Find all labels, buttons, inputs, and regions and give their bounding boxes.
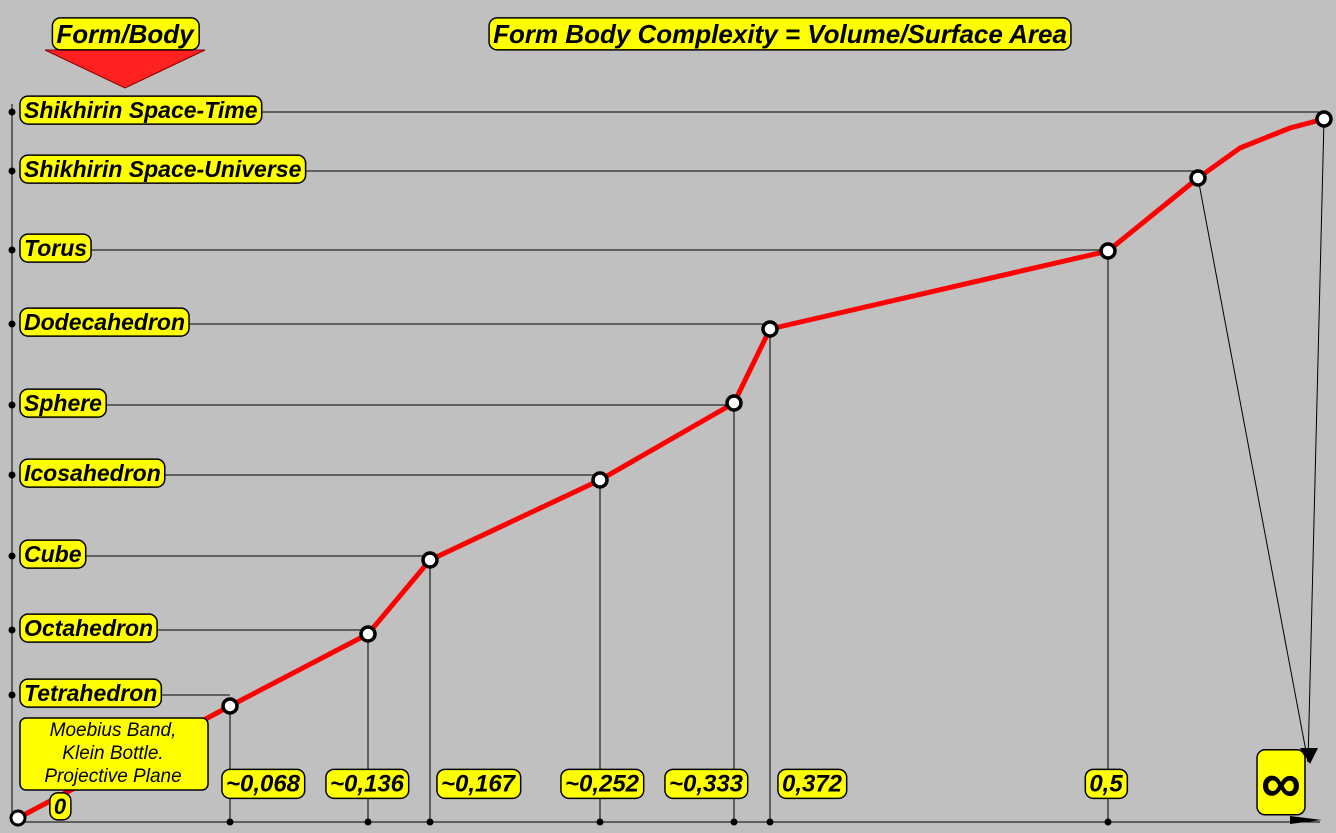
node-label-group: Dodecahedron — [19, 307, 190, 337]
node-label-group: Octahedron — [19, 613, 158, 643]
layer: Tetrahedron ~0,068 Octahedron ~0,136 Cube ~0,… — [8, 17, 1333, 827]
node-point — [221, 697, 239, 715]
node-point — [591, 471, 609, 489]
node-point — [1099, 242, 1117, 260]
node-label-group: Shikhirin Space-Universe — [19, 154, 307, 184]
infinity-arrowhead — [1300, 748, 1318, 764]
x-label-box — [436, 768, 522, 800]
x-label-group: ~0,252 — [560, 768, 645, 800]
title-group: Form Body Complexity = Volume/Surface Ar… — [488, 17, 1072, 51]
axis-label: Form/Body — [56, 19, 195, 49]
x-label-group: ∞ — [1256, 749, 1306, 816]
x-label: ~0,167 — [441, 770, 517, 797]
node-label-box — [19, 613, 158, 643]
title-box — [488, 17, 1072, 51]
x-axis-arrow — [1290, 816, 1322, 824]
x-label-group: ~0,167 — [436, 768, 522, 800]
node-label: Shikhirin Space-Universe — [24, 156, 302, 182]
node-label: Cube — [24, 541, 82, 567]
node-label-box — [19, 95, 263, 125]
axis-dot — [364, 818, 372, 826]
axis-dot — [426, 818, 434, 826]
x-label: ~0,252 — [565, 770, 640, 797]
x-label: ~0,333 — [669, 770, 744, 797]
node-point — [1189, 169, 1207, 187]
arrow-line — [1307, 118, 1325, 763]
y-dot — [8, 108, 16, 116]
x-label-group: ~0,333 — [664, 768, 749, 800]
origin-label: Projective Plane — [44, 766, 181, 787]
x-label-box — [1084, 768, 1129, 800]
y-dot — [8, 320, 16, 328]
node-point — [725, 394, 743, 412]
node-label-box — [19, 458, 166, 488]
axis-dot — [1104, 818, 1112, 826]
x-label-box — [221, 768, 306, 800]
origin-label: Klein Bottle. — [62, 743, 163, 764]
origin-label-group: Moebius Band,Klein Bottle.Projective Pla… — [19, 717, 209, 791]
node-label-group: Sphere — [19, 388, 107, 418]
node-label-box — [19, 678, 163, 708]
y-dot — [8, 167, 16, 175]
x-label-box — [560, 768, 645, 800]
arrow-line — [1197, 177, 1309, 763]
origin-x-label-box — [49, 792, 72, 821]
axis-dot — [730, 818, 738, 826]
node-label-group: Tetrahedron — [19, 678, 163, 708]
x-label: ~0,136 — [330, 770, 405, 797]
axis-dot — [596, 818, 604, 826]
origin-point — [9, 809, 27, 827]
node-label-box — [19, 539, 87, 569]
node-label-box — [19, 307, 190, 337]
node-label-group: Icosahedron — [19, 458, 166, 488]
node-point — [1315, 110, 1333, 128]
node-label-box — [19, 154, 307, 184]
y-dot — [8, 471, 16, 479]
x-label-group: ~0,136 — [325, 768, 410, 800]
axis-label-group: Form/Body — [51, 17, 200, 51]
x-label: ~0,068 — [226, 770, 301, 797]
node-label: Icosahedron — [24, 460, 161, 486]
y-dot — [8, 401, 16, 409]
node-label-group: Torus — [19, 233, 92, 263]
origin-x-label-group: 0 — [49, 792, 72, 821]
node-point — [359, 625, 377, 643]
node-label: Sphere — [24, 390, 102, 416]
x-label: 0,372 — [782, 770, 843, 797]
x-label-box — [1256, 749, 1306, 816]
node-label-box — [19, 233, 92, 263]
x-label-box — [325, 768, 410, 800]
axis-dot — [226, 818, 234, 826]
origin-label-box — [19, 717, 209, 791]
node-label: Dodecahedron — [24, 309, 185, 335]
x-label: 0,5 — [1089, 770, 1123, 797]
y-dot — [8, 691, 16, 699]
y-dot — [8, 626, 16, 634]
x-label-group: ~0,068 — [221, 768, 306, 800]
node-label: Torus — [24, 235, 87, 261]
node-label: Shikhirin Space-Time — [24, 97, 258, 123]
node-point — [421, 551, 439, 569]
node-label-group: Cube — [19, 539, 87, 569]
x-label-group: 0,372 — [777, 768, 848, 800]
y-dot — [8, 552, 16, 560]
x-label-box — [777, 768, 848, 800]
x-label: ∞ — [1261, 751, 1301, 814]
axis-dot — [766, 818, 774, 826]
axis-label-box — [51, 17, 200, 51]
origin-x-label: 0 — [54, 794, 67, 819]
y-dot — [8, 246, 16, 254]
node-label: Tetrahedron — [24, 680, 157, 706]
node-label-box — [19, 388, 107, 418]
node-point — [761, 320, 779, 338]
title: Form Body Complexity = Volume/Surface Ar… — [493, 19, 1067, 49]
node-label-group: Shikhirin Space-Time — [19, 95, 263, 125]
x-label-group: 0,5 — [1084, 768, 1129, 800]
node-label: Octahedron — [24, 615, 153, 641]
x-label-box — [664, 768, 749, 800]
origin-label: Moebius Band, — [50, 720, 177, 741]
